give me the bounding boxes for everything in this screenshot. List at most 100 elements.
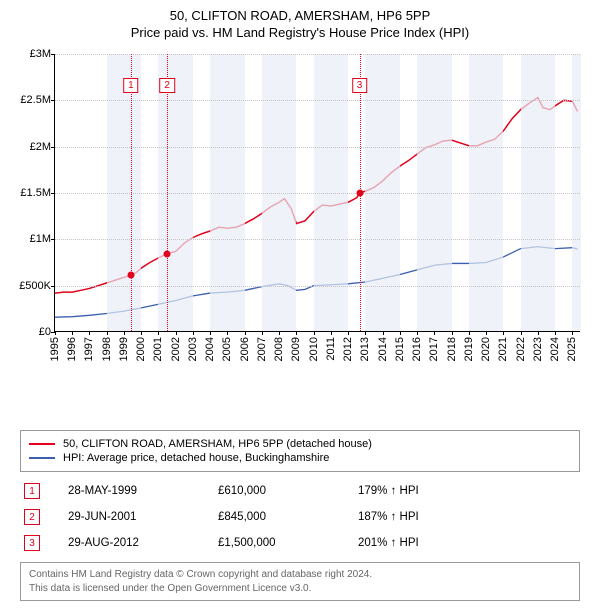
transaction-hpi: 179% ↑ HPI [358,485,580,497]
xtick-label: 2002 [170,337,182,361]
xtick [193,331,194,335]
legend-box: 50, CLIFTON ROAD, AMERSHAM, HP6 5PP (det… [20,430,580,472]
xtick-label: 2023 [532,337,544,361]
gridline [55,147,580,148]
xtick-label: 2019 [463,337,475,361]
xtick-label: 2018 [446,337,458,361]
xtick [245,331,246,335]
attribution-footer: Contains HM Land Registry data © Crown c… [20,562,580,601]
xtick-label: 2005 [221,337,233,361]
xtick [503,331,504,335]
title-main: 50, CLIFTON ROAD, AMERSHAM, HP6 5PP [10,8,590,23]
xtick [383,331,384,335]
xtick-label: 2014 [377,337,389,361]
xtick [124,331,125,335]
chart-container: 50, CLIFTON ROAD, AMERSHAM, HP6 5PP Pric… [0,0,600,611]
xtick [434,331,435,335]
xtick [331,331,332,335]
transaction-row: 1 28-MAY-1999£610,000179% ↑ HPI [20,478,580,504]
xtick-label: 1998 [101,337,113,361]
xtick-label: 1995 [49,337,61,361]
xtick-label: 2011 [325,337,337,361]
xtick [452,331,453,335]
marker-line [167,54,168,331]
xtick-label: 2006 [239,337,251,361]
xtick-label: 2016 [411,337,423,361]
marker-dot [127,272,134,279]
transaction-price: £610,000 [218,485,358,497]
xtick [279,331,280,335]
ytick [51,286,55,287]
xtick [141,331,142,335]
marker-line [131,54,132,331]
xtick [176,331,177,335]
footer-line-1: Contains HM Land Registry data © Crown c… [29,568,571,582]
ytick [51,100,55,101]
xtick [210,331,211,335]
xtick [417,331,418,335]
marker-dot [164,250,171,257]
xtick-label: 2000 [135,337,147,361]
xtick-label: 1996 [66,337,78,361]
xtick-label: 2007 [256,337,268,361]
xtick [55,331,56,335]
xtick [348,331,349,335]
xtick-label: 2008 [273,337,285,361]
marker-label: 3 [352,78,368,93]
transaction-price: £1,500,000 [218,537,358,549]
xtick [72,331,73,335]
title-block: 50, CLIFTON ROAD, AMERSHAM, HP6 5PP Pric… [10,8,590,40]
xtick [296,331,297,335]
xtick-label: 2015 [394,337,406,361]
xtick-label: 2010 [308,337,320,361]
marker-label: 1 [123,78,139,93]
legend-swatch [29,457,55,459]
marker-label: 2 [159,78,175,93]
xtick [89,331,90,335]
ytick-label: £1.5M [20,187,51,199]
xtick-label: 1999 [118,337,130,361]
xtick-label: 2022 [515,337,527,361]
ytick [51,54,55,55]
legend-swatch [29,443,55,445]
xtick [262,331,263,335]
transaction-date: 29-JUN-2001 [68,511,218,523]
transaction-hpi: 201% ↑ HPI [358,537,580,549]
transaction-date: 29-AUG-2012 [68,537,218,549]
transaction-marker: 1 [24,483,40,499]
gridline [55,54,580,55]
xtick-label: 2001 [152,337,164,361]
ytick-label: £2.5M [20,94,51,106]
ytick [51,147,55,148]
xtick-label: 2009 [290,337,302,361]
marker-dot [356,190,363,197]
transactions-table: 1 28-MAY-1999£610,000179% ↑ HPI 2 29-JUN-20… [20,478,580,556]
transaction-row: 2 29-JUN-2001£845,000187% ↑ HPI [20,504,580,530]
gridline [55,239,580,240]
xtick-label: 2012 [342,337,354,361]
ytick-label: £1M [30,233,51,245]
xtick [538,331,539,335]
legend-item: 50, CLIFTON ROAD, AMERSHAM, HP6 5PP (det… [29,438,571,450]
xtick [314,331,315,335]
xtick [365,331,366,335]
transaction-hpi: 187% ↑ HPI [358,511,580,523]
transaction-price: £845,000 [218,511,358,523]
ytick [51,239,55,240]
transaction-marker: 3 [24,535,40,551]
transaction-marker: 2 [24,509,40,525]
ytick-label: £2M [30,141,51,153]
xtick-label: 2024 [549,337,561,361]
gridline [55,100,580,101]
xtick-label: 2021 [497,337,509,361]
xtick [469,331,470,335]
xtick [486,331,487,335]
xtick-label: 2003 [187,337,199,361]
xtick [158,331,159,335]
ytick [51,193,55,194]
xtick [555,331,556,335]
legend-item: HPI: Average price, detached house, Buck… [29,452,571,464]
transaction-date: 28-MAY-1999 [68,485,218,497]
xtick [521,331,522,335]
xtick-label: 2013 [359,337,371,361]
